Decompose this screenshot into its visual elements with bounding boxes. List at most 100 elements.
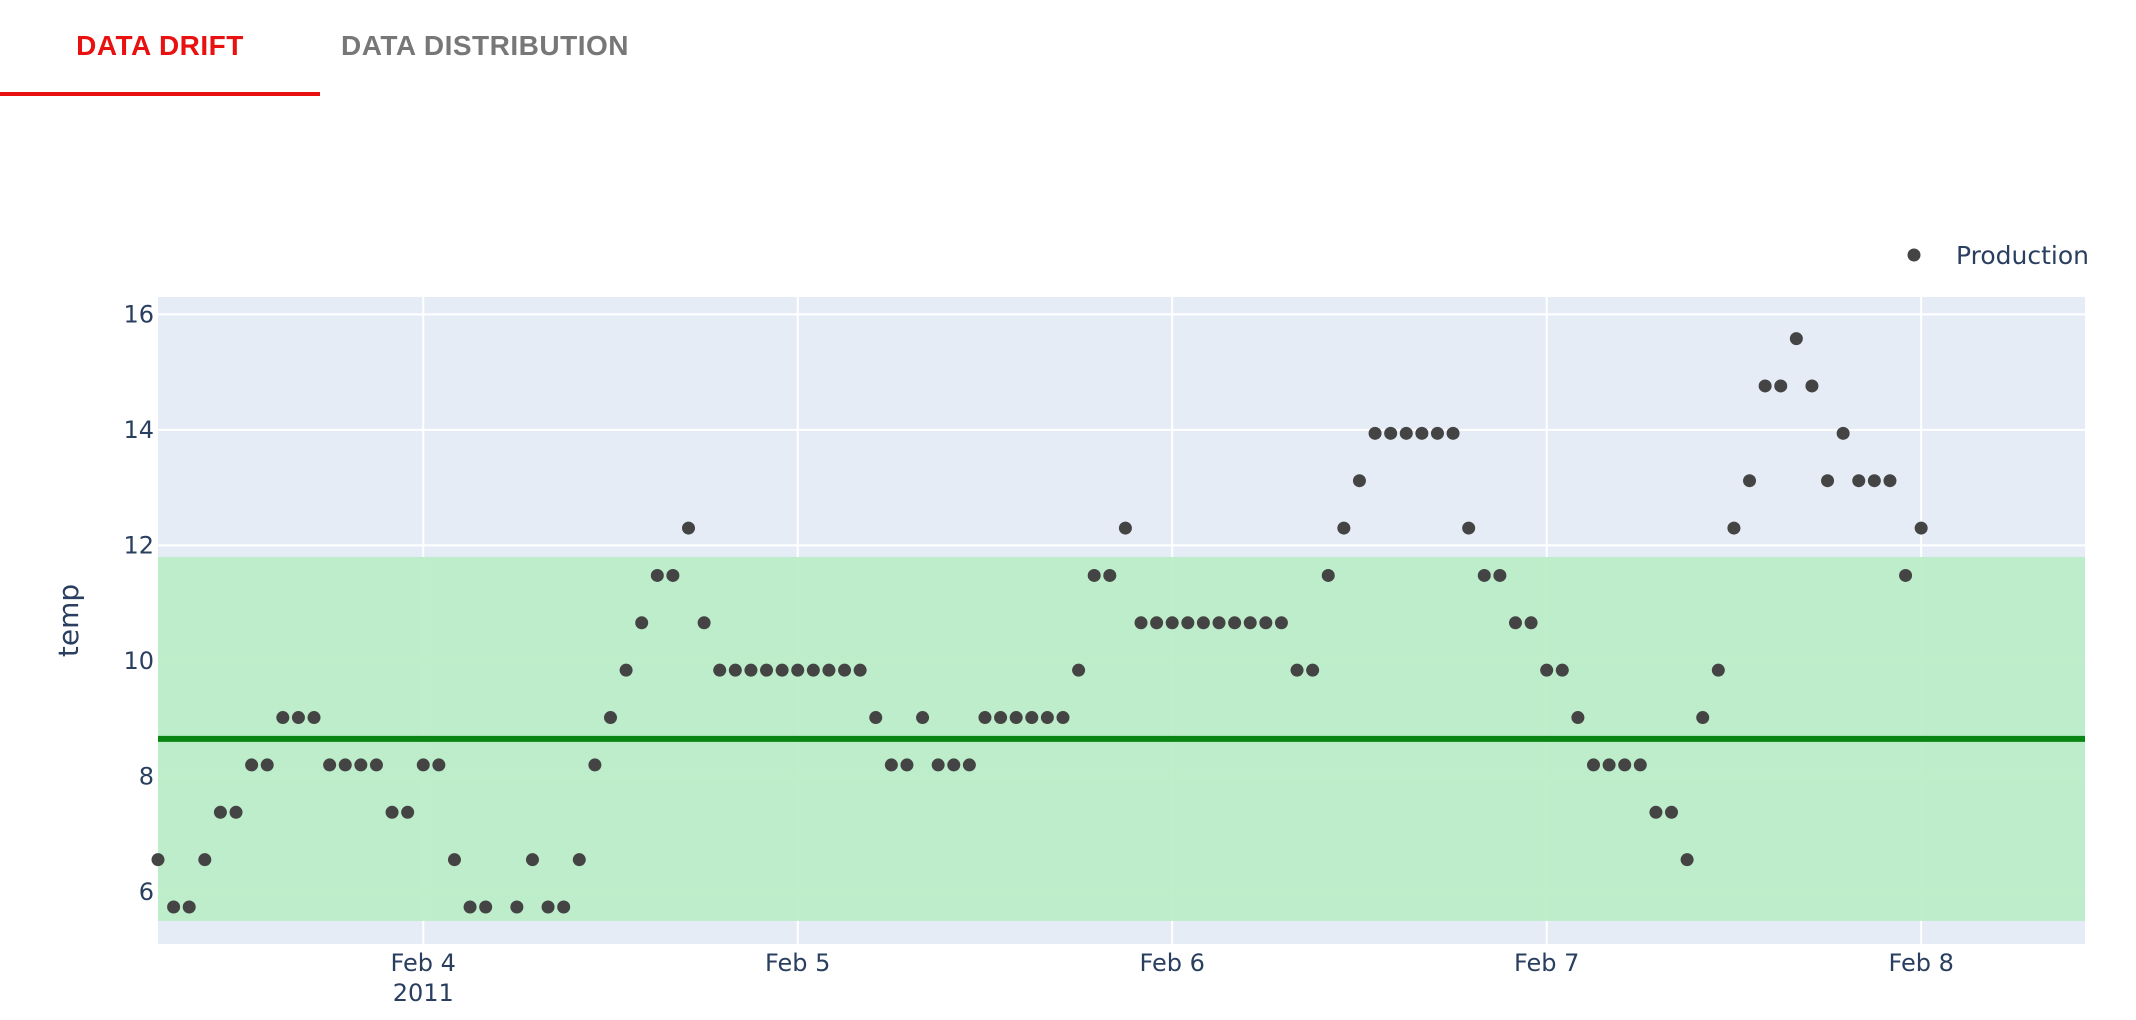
- data-point: [1774, 379, 1788, 393]
- data-point: [1337, 521, 1351, 535]
- data-point: [947, 758, 961, 772]
- legend-label: Production: [1956, 241, 2089, 270]
- data-point: [416, 758, 430, 772]
- data-point: [1072, 663, 1086, 677]
- data-point: [1493, 568, 1507, 582]
- x-tick-label: Feb 5: [765, 949, 830, 977]
- data-point: [713, 663, 727, 677]
- data-point: [806, 663, 820, 677]
- data-point: [1586, 758, 1600, 772]
- data-point: [869, 711, 883, 725]
- data-point: [479, 900, 493, 914]
- data-point: [1134, 616, 1148, 630]
- data-point: [557, 900, 571, 914]
- data-point: [323, 758, 337, 772]
- data-point: [791, 663, 805, 677]
- data-point: [1711, 663, 1725, 677]
- data-point: [1118, 521, 1132, 535]
- data-point: [822, 663, 836, 677]
- data-point: [1555, 663, 1569, 677]
- legend[interactable]: Production: [1907, 241, 2090, 270]
- data-point: [1009, 711, 1023, 725]
- data-point: [1321, 568, 1335, 582]
- data-point: [962, 758, 976, 772]
- data-point: [1462, 521, 1476, 535]
- data-point: [1602, 758, 1616, 772]
- data-point: [1836, 426, 1850, 440]
- data-point: [385, 805, 399, 819]
- data-point: [229, 805, 243, 819]
- data-point: [635, 616, 649, 630]
- y-tick-label: 12: [123, 531, 154, 559]
- data-point: [307, 711, 321, 725]
- data-point: [1103, 568, 1117, 582]
- data-point: [994, 711, 1008, 725]
- data-point: [1384, 426, 1398, 440]
- data-point: [1290, 663, 1304, 677]
- data-point: [1228, 616, 1242, 630]
- data-point: [1025, 711, 1039, 725]
- data-point: [447, 853, 461, 867]
- data-point: [276, 711, 290, 725]
- data-point: [167, 900, 181, 914]
- tab-data-distribution[interactable]: DATA DISTRIBUTION: [341, 30, 629, 61]
- data-point: [245, 758, 259, 772]
- data-point: [916, 711, 930, 725]
- data-point: [1805, 379, 1819, 393]
- data-point: [1040, 711, 1054, 725]
- data-point: [853, 663, 867, 677]
- data-point: [1789, 332, 1803, 346]
- data-point: [666, 568, 680, 582]
- data-point: [900, 758, 914, 772]
- data-point: [463, 900, 477, 914]
- tab-data-drift[interactable]: DATA DRIFT: [0, 0, 320, 96]
- data-point: [1415, 426, 1429, 440]
- x-tick-label: Feb 6: [1140, 949, 1205, 977]
- data-point: [182, 900, 196, 914]
- data-point: [1196, 616, 1210, 630]
- data-point: [1212, 616, 1226, 630]
- data-point: [338, 758, 352, 772]
- y-tick-label: 6: [139, 878, 154, 906]
- data-point: [1087, 568, 1101, 582]
- data-point: [1243, 616, 1257, 630]
- data-point: [1758, 379, 1772, 393]
- data-point: [1649, 805, 1663, 819]
- data-point: [1696, 711, 1710, 725]
- data-point: [525, 853, 539, 867]
- x-tick-label: Feb 8: [1888, 949, 1953, 977]
- data-point: [1368, 426, 1382, 440]
- data-point: [1524, 616, 1538, 630]
- data-point: [619, 663, 633, 677]
- data-point: [838, 663, 852, 677]
- data-point: [775, 663, 789, 677]
- data-point: [432, 758, 446, 772]
- data-point: [1508, 616, 1522, 630]
- data-point: [151, 853, 165, 867]
- data-point: [1399, 426, 1413, 440]
- data-point: [401, 805, 415, 819]
- data-point: [682, 521, 696, 535]
- data-point: [1727, 521, 1741, 535]
- data-point: [1446, 426, 1460, 440]
- data-point: [260, 758, 274, 772]
- data-point: [697, 616, 711, 630]
- data-point: [572, 853, 586, 867]
- data-point: [1165, 616, 1179, 630]
- data-point: [1867, 474, 1881, 488]
- data-point: [1306, 663, 1320, 677]
- data-point: [1430, 426, 1444, 440]
- data-point: [1477, 568, 1491, 582]
- data-point: [1821, 474, 1835, 488]
- y-tick-label: 10: [123, 647, 154, 675]
- data-point: [650, 568, 664, 582]
- data-point: [369, 758, 383, 772]
- production-points: [151, 332, 1928, 914]
- data-point: [1680, 853, 1694, 867]
- data-point: [1150, 616, 1164, 630]
- data-point: [728, 663, 742, 677]
- data-point: [1852, 474, 1866, 488]
- data-point: [978, 711, 992, 725]
